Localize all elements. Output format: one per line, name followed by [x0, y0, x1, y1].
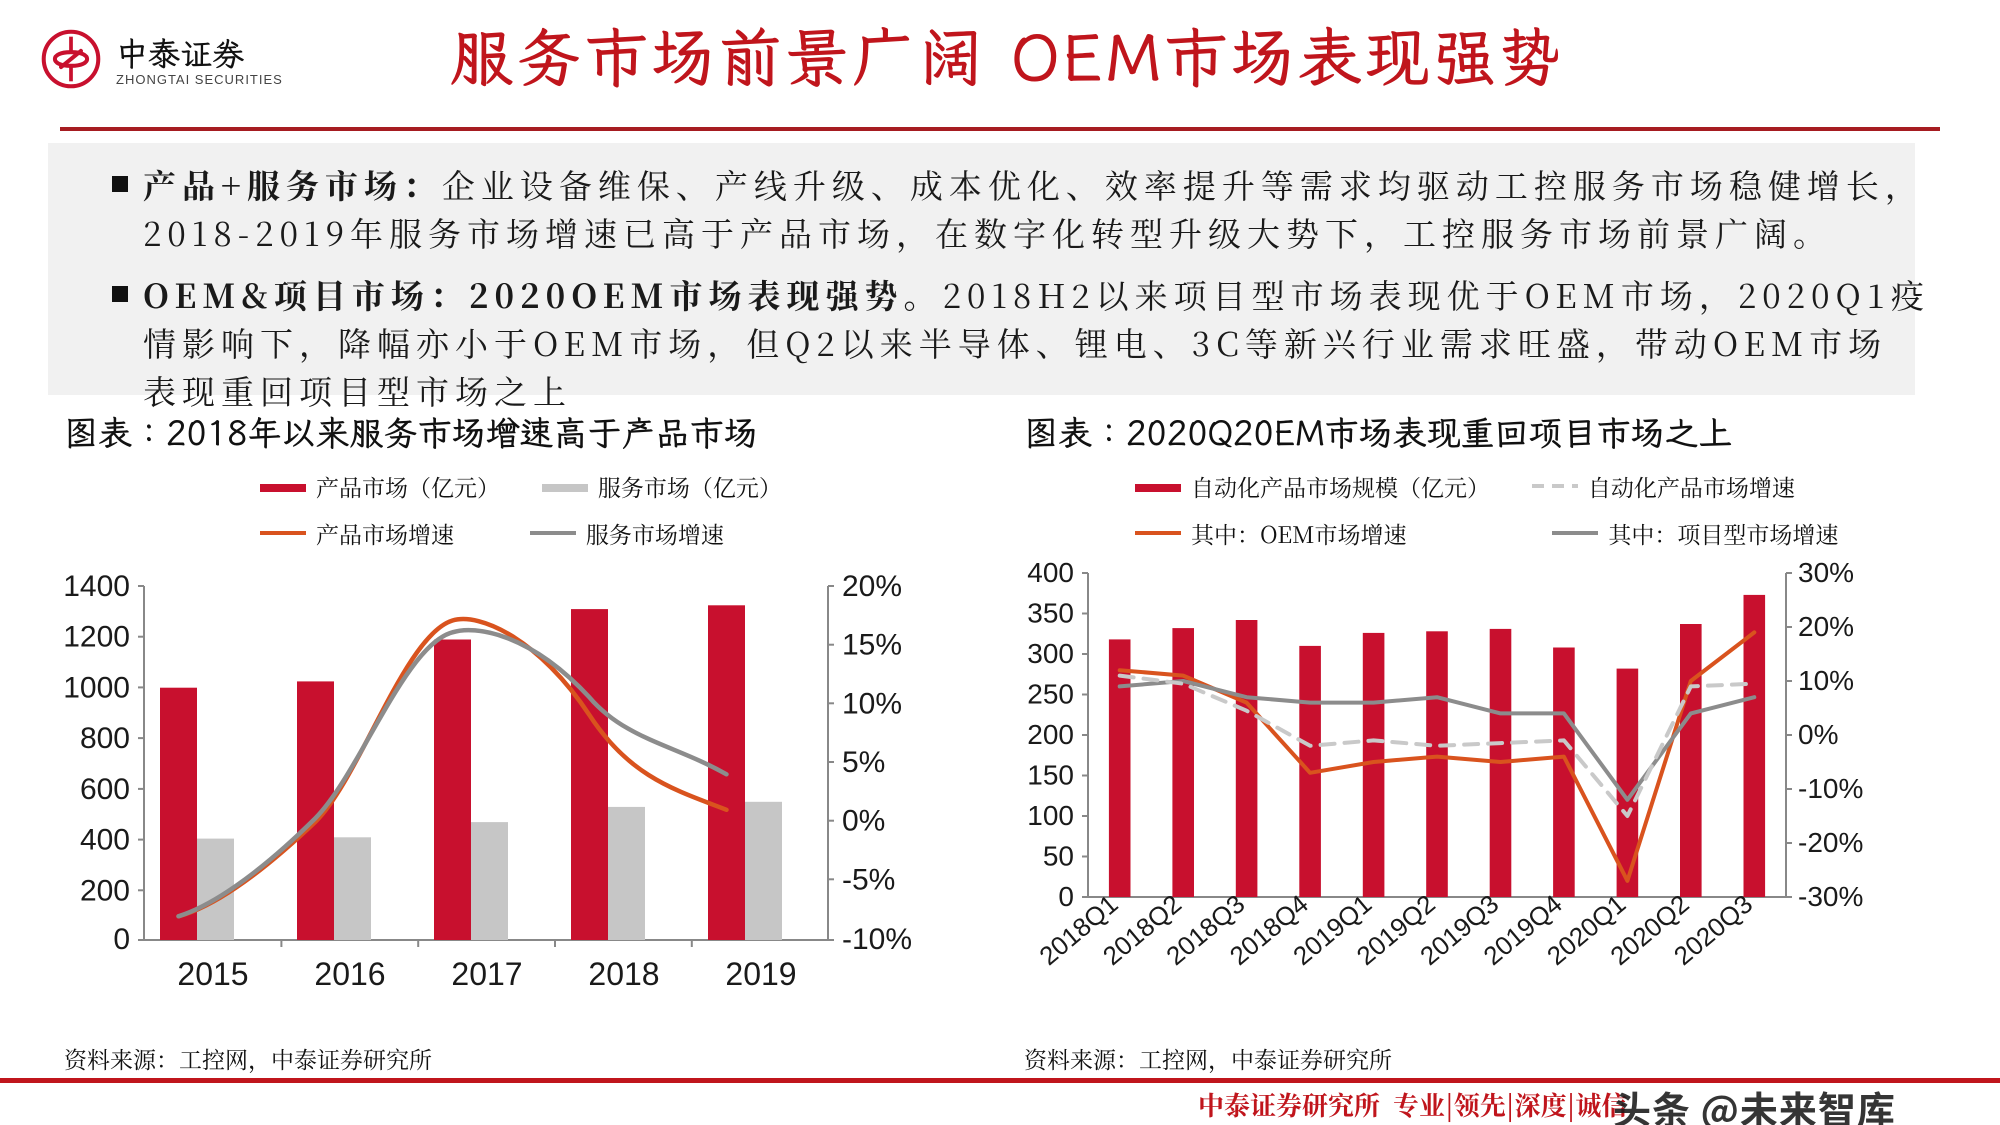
svg-text:2015: 2015	[177, 956, 248, 992]
svg-text:30%: 30%	[1798, 557, 1854, 588]
svg-text:5%: 5%	[842, 746, 885, 779]
svg-text:50: 50	[1043, 841, 1074, 872]
svg-text:0%: 0%	[1798, 719, 1838, 750]
svg-text:-20%: -20%	[1798, 827, 1863, 858]
svg-text:300: 300	[1027, 638, 1074, 669]
svg-text:-10%: -10%	[842, 923, 912, 956]
svg-text:20%: 20%	[1798, 611, 1854, 642]
svg-text:150: 150	[1027, 760, 1074, 791]
svg-text:1200: 1200	[63, 621, 130, 654]
svg-text:2018: 2018	[588, 956, 659, 992]
svg-text:350: 350	[1027, 598, 1074, 629]
svg-text:2017: 2017	[451, 956, 522, 992]
svg-text:0%: 0%	[842, 805, 885, 838]
svg-text:2016: 2016	[314, 956, 385, 992]
svg-text:1000: 1000	[63, 671, 130, 704]
svg-text:400: 400	[80, 824, 130, 857]
svg-text:15%: 15%	[842, 629, 902, 662]
svg-text:-10%: -10%	[1798, 773, 1863, 804]
svg-text:-5%: -5%	[842, 863, 895, 896]
svg-text:250: 250	[1027, 679, 1074, 710]
svg-text:10%: 10%	[1798, 665, 1854, 696]
svg-text:2019: 2019	[725, 956, 796, 992]
svg-text:10%: 10%	[842, 687, 902, 720]
svg-text:200: 200	[1027, 719, 1074, 750]
svg-text:1400: 1400	[63, 570, 130, 603]
svg-text:600: 600	[80, 773, 130, 806]
svg-text:800: 800	[80, 722, 130, 755]
svg-text:0: 0	[113, 923, 130, 956]
svg-text:400: 400	[1027, 557, 1074, 588]
svg-text:100: 100	[1027, 800, 1074, 831]
svg-text:200: 200	[80, 874, 130, 907]
svg-text:ZHONGTAI SECURITIES: ZHONGTAI SECURITIES	[116, 72, 283, 87]
svg-text:20%: 20%	[842, 570, 902, 603]
svg-text:0: 0	[1058, 881, 1074, 912]
svg-text:中泰证券: 中泰证券	[116, 33, 244, 75]
svg-text:-30%: -30%	[1798, 881, 1863, 912]
